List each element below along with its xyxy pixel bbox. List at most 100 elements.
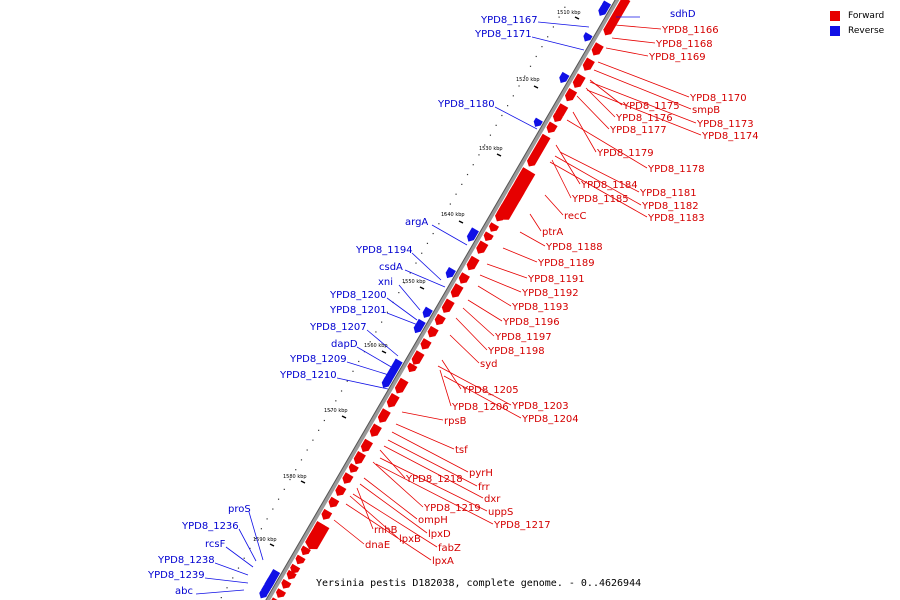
forward-gene-label[interactable]: YPD8_1204 — [521, 414, 579, 425]
forward-gene-arrow[interactable] — [582, 57, 595, 71]
forward-gene-arrow[interactable] — [483, 231, 494, 241]
reverse-gene-arrow[interactable] — [413, 318, 426, 334]
forward-gene-label[interactable]: YPD8_1219 — [423, 503, 481, 514]
forward-gene-arrow[interactable] — [394, 377, 409, 394]
forward-gene-label[interactable]: recC — [564, 211, 587, 222]
reverse-gene-label[interactable]: abc — [175, 586, 193, 597]
forward-gene-label[interactable]: YPD8_1196 — [502, 317, 560, 328]
forward-gene-arrow[interactable] — [552, 112, 563, 122]
forward-gene-label[interactable]: YPD8_1168 — [655, 39, 713, 50]
reverse-gene-label[interactable]: YPD8_1210 — [279, 370, 337, 381]
reverse-gene-label[interactable]: YPD8_1194 — [355, 245, 413, 256]
reverse-gene-arrow[interactable] — [598, 4, 609, 16]
forward-gene-arrow[interactable] — [603, 0, 631, 36]
forward-gene-arrow[interactable] — [377, 408, 391, 423]
forward-gene-label[interactable]: smpB — [692, 105, 720, 116]
forward-gene-label[interactable]: rpsB — [444, 416, 467, 427]
forward-gene-label[interactable]: pyrH — [469, 468, 493, 479]
forward-gene-label[interactable]: YPD8_1169 — [648, 52, 706, 63]
reverse-gene-label[interactable]: argA — [405, 217, 428, 228]
forward-gene-label[interactable]: YPD8_1217 — [493, 520, 551, 531]
reverse-gene-arrow[interactable] — [259, 590, 268, 599]
reverse-gene-label[interactable]: YPD8_1167 — [480, 15, 538, 26]
forward-gene-arrow[interactable] — [342, 472, 354, 484]
forward-gene-label[interactable]: YPD8_1191 — [527, 274, 585, 285]
forward-gene-label[interactable]: lpxA — [432, 556, 454, 567]
forward-gene-label[interactable]: YPD8_1192 — [521, 288, 579, 299]
forward-gene-label[interactable]: YPD8_1176 — [615, 113, 673, 124]
reverse-gene-label[interactable]: csdA — [379, 262, 403, 273]
forward-gene-arrow[interactable] — [411, 350, 425, 365]
forward-gene-arrow[interactable] — [564, 88, 578, 102]
forward-gene-arrow[interactable] — [348, 463, 359, 473]
forward-gene-label[interactable]: dxr — [484, 494, 501, 505]
forward-gene-arrow[interactable] — [441, 298, 455, 313]
reverse-gene-arrow[interactable] — [422, 306, 433, 318]
forward-gene-arrow[interactable] — [476, 240, 489, 254]
forward-gene-label[interactable]: frr — [478, 482, 490, 493]
forward-gene-arrow[interactable] — [328, 496, 340, 508]
forward-gene-label[interactable]: YPD8_1205 — [461, 385, 519, 396]
reverse-gene-label[interactable]: YPD8_1207 — [309, 322, 367, 333]
forward-gene-label[interactable]: YPD8_1170 — [689, 93, 747, 104]
forward-gene-arrow[interactable] — [526, 133, 551, 167]
forward-gene-arrow[interactable] — [555, 103, 569, 118]
forward-gene-label[interactable]: YPD8_1175 — [622, 101, 680, 112]
reverse-gene-label[interactable]: dapD — [331, 339, 358, 350]
forward-gene-label[interactable]: YPD8_1174 — [701, 131, 759, 142]
forward-gene-arrow[interactable] — [420, 338, 432, 350]
forward-gene-arrow[interactable] — [488, 222, 500, 232]
forward-gene-label[interactable]: YPD8_1198 — [487, 346, 545, 357]
reverse-gene-label[interactable]: YPD8_1236 — [181, 521, 239, 532]
forward-gene-arrow[interactable] — [496, 185, 525, 220]
reverse-gene-label[interactable]: YPD8_1239 — [147, 570, 205, 581]
forward-gene-arrow[interactable] — [572, 73, 586, 88]
forward-gene-label[interactable]: YPD8_1173 — [696, 119, 754, 130]
forward-gene-label[interactable]: YPD8_1185 — [571, 194, 629, 205]
reverse-gene-label[interactable]: YPD8_1200 — [329, 290, 387, 301]
reverse-gene-arrow[interactable] — [533, 117, 543, 127]
reverse-gene-label[interactable]: YPD8_1180 — [437, 99, 495, 110]
forward-gene-arrow[interactable] — [458, 272, 470, 284]
forward-gene-label[interactable]: rnhB — [374, 525, 398, 536]
forward-gene-arrow[interactable] — [427, 325, 439, 338]
forward-gene-arrow[interactable] — [286, 569, 297, 580]
forward-gene-arrow[interactable] — [300, 545, 311, 556]
forward-gene-label[interactable]: YPD8_1218 — [405, 474, 463, 485]
forward-gene-arrow[interactable] — [434, 313, 446, 326]
forward-gene-label[interactable]: tsf — [455, 445, 468, 456]
forward-gene-label[interactable]: syd — [480, 359, 497, 370]
forward-gene-arrow[interactable] — [407, 362, 418, 373]
forward-gene-label[interactable]: YPD8_1189 — [537, 258, 595, 269]
forward-gene-arrow[interactable] — [295, 554, 306, 565]
forward-gene-label[interactable]: YPD8_1177 — [609, 125, 667, 136]
forward-gene-arrow[interactable] — [275, 588, 287, 598]
forward-gene-label[interactable]: YPD8_1166 — [661, 25, 719, 36]
reverse-gene-label[interactable]: proS — [228, 504, 251, 515]
forward-gene-label[interactable]: YPD8_1183 — [647, 213, 705, 224]
reverse-gene-label[interactable]: YPD8_1238 — [157, 555, 215, 566]
reverse-gene-arrow[interactable] — [445, 267, 456, 279]
forward-gene-arrow[interactable] — [591, 42, 604, 56]
reverse-gene-label[interactable]: rcsF — [205, 539, 226, 550]
forward-gene-arrow[interactable] — [290, 563, 301, 574]
reverse-gene-label[interactable]: YPD8_1209 — [289, 354, 347, 365]
reverse-gene-arrow[interactable] — [466, 227, 479, 242]
forward-gene-arrow[interactable] — [305, 521, 330, 550]
forward-gene-label[interactable]: ptrA — [542, 227, 563, 238]
forward-gene-arrow[interactable] — [281, 579, 292, 589]
forward-gene-arrow[interactable] — [369, 423, 382, 437]
reverse-gene-arrow[interactable] — [583, 32, 593, 42]
reverse-gene-label[interactable]: xni — [378, 277, 393, 288]
forward-gene-label[interactable]: lpxB — [399, 534, 421, 545]
forward-gene-arrow[interactable] — [335, 484, 347, 496]
forward-gene-label[interactable]: YPD8_1182 — [641, 201, 699, 212]
forward-gene-label[interactable]: ompH — [418, 515, 448, 526]
reverse-gene-arrow[interactable] — [559, 71, 570, 83]
forward-gene-label[interactable]: fabZ — [438, 543, 461, 554]
reverse-gene-arrow[interactable] — [381, 376, 392, 388]
forward-gene-label[interactable]: YPD8_1197 — [494, 332, 552, 343]
forward-gene-label[interactable]: YPD8_1178 — [647, 164, 705, 175]
forward-gene-arrow[interactable] — [321, 508, 333, 520]
forward-gene-label[interactable]: YPD8_1179 — [596, 148, 654, 159]
